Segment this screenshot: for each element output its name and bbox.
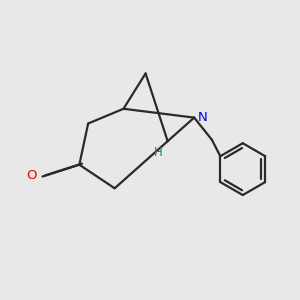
Text: H: H bbox=[154, 146, 163, 159]
Text: O: O bbox=[27, 169, 37, 182]
Text: N: N bbox=[198, 111, 208, 124]
